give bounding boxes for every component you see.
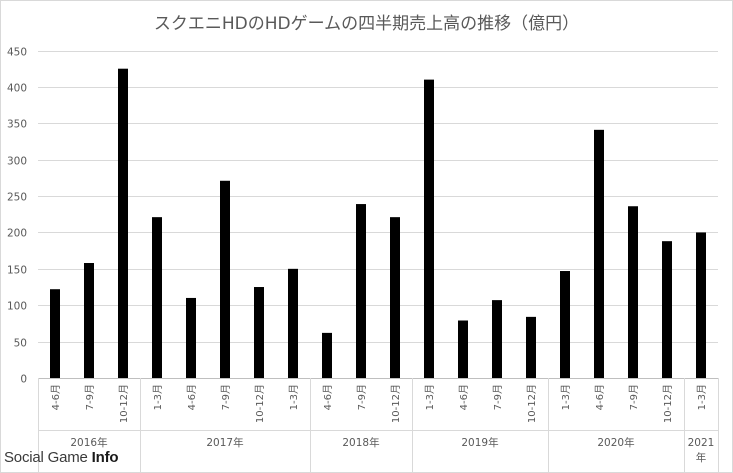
bar xyxy=(594,129,604,378)
bar xyxy=(186,297,196,378)
bar xyxy=(424,79,434,378)
x-group-label: 2017年 xyxy=(206,436,243,449)
bar xyxy=(118,68,128,378)
x-tick-label: 7-9月 xyxy=(356,384,368,410)
x-tick-label: 4-6月 xyxy=(458,384,470,410)
x-tick-label: 7-9月 xyxy=(492,384,504,410)
x-group-label: 2020年 xyxy=(597,436,634,449)
x-tick-label: 4-6月 xyxy=(50,384,62,410)
x-tick-label: 1-3月 xyxy=(560,384,572,410)
x-tick-label: 10-12月 xyxy=(526,384,538,423)
watermark-text-bold: Info xyxy=(91,449,119,466)
y-tick-label: 150 xyxy=(7,265,27,277)
x-tick-label: 10-12月 xyxy=(118,384,130,423)
bar xyxy=(662,241,672,378)
y-tick-label: 400 xyxy=(7,83,27,95)
x-group-label: 年 xyxy=(696,451,707,464)
bar xyxy=(322,332,332,378)
y-tick-label: 250 xyxy=(7,192,27,204)
watermark-text: Social Game xyxy=(4,449,92,466)
x-tick-label: 10-12月 xyxy=(254,384,266,423)
y-tick-label: 300 xyxy=(7,156,27,168)
bar xyxy=(526,316,536,378)
bar xyxy=(356,204,366,378)
bar xyxy=(220,180,230,378)
x-tick-label: 1-3月 xyxy=(288,384,300,410)
bar xyxy=(152,217,162,378)
bar xyxy=(560,271,570,378)
bar xyxy=(696,232,706,378)
bar xyxy=(50,289,60,378)
x-tick-label: 4-6月 xyxy=(186,384,198,410)
x-tick-label: 7-9月 xyxy=(220,384,232,410)
x-tick-label: 1-3月 xyxy=(696,384,708,410)
x-tick-label: 1-3月 xyxy=(424,384,436,410)
x-group-label: 2019年 xyxy=(461,436,498,449)
y-tick-label: 350 xyxy=(7,119,27,131)
x-tick-label: 4-6月 xyxy=(594,384,606,410)
y-tick-label: 450 xyxy=(7,47,27,59)
y-tick-label: 100 xyxy=(7,301,27,313)
x-group-label: 2021 xyxy=(688,437,715,449)
bar xyxy=(628,206,638,378)
bar xyxy=(390,217,400,378)
bar xyxy=(254,287,264,378)
chart-title: スクエニHDのHDゲームの四半期売上高の推移（億円） xyxy=(153,14,580,34)
bar xyxy=(492,300,502,378)
y-tick-label: 200 xyxy=(7,228,27,240)
bar xyxy=(458,320,468,378)
x-tick-label: 7-9月 xyxy=(84,384,96,410)
y-tick-label: 0 xyxy=(20,374,27,386)
x-tick-label: 1-3月 xyxy=(152,384,164,410)
x-tick-label: 10-12月 xyxy=(390,384,402,423)
bar xyxy=(288,268,298,378)
watermark-logo: Social Game Info xyxy=(4,449,119,466)
x-group-label: 2016年 xyxy=(70,436,107,449)
x-tick-label: 7-9月 xyxy=(628,384,640,410)
x-group-label: 2018年 xyxy=(342,436,379,449)
x-tick-label: 10-12月 xyxy=(662,384,674,423)
y-tick-label: 50 xyxy=(14,338,27,350)
x-tick-label: 4-6月 xyxy=(322,384,334,410)
bar xyxy=(84,263,94,378)
